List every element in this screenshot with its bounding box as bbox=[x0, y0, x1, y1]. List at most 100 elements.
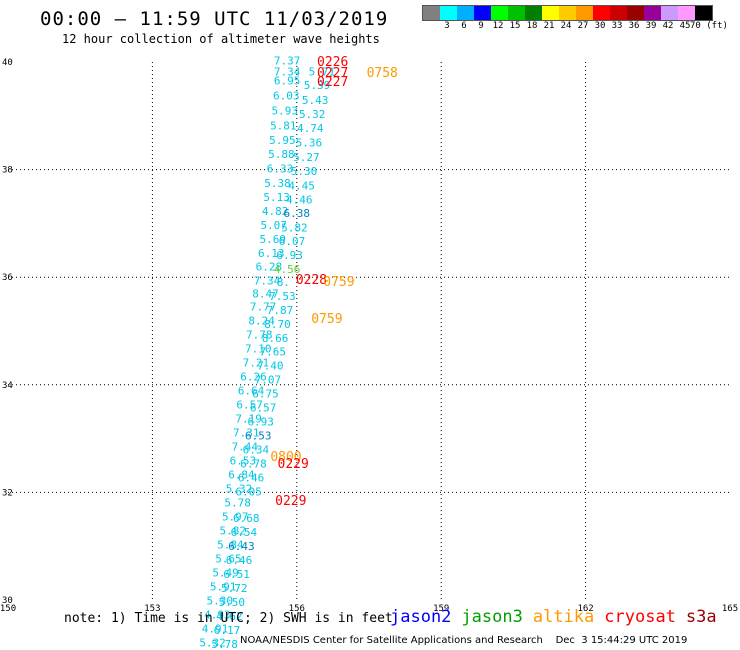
wave-height-value: 5.78 bbox=[211, 638, 238, 650]
legend-swatch bbox=[576, 6, 593, 20]
wave-height-value: 4.45 bbox=[288, 180, 315, 193]
wave-height-value: 7.19 bbox=[235, 412, 262, 425]
lon-tick-label: 159 bbox=[433, 604, 449, 614]
wave-height-value: 5.32 bbox=[226, 482, 253, 495]
wave-height-value: 6.05 bbox=[235, 486, 262, 499]
legend-label: 6 bbox=[461, 21, 467, 31]
page-title: 00:00 – 11:59 UTC 11/03/2019 bbox=[40, 8, 389, 30]
pass-time-label: 0228 bbox=[296, 273, 327, 288]
legend-swatch bbox=[542, 6, 559, 20]
wave-height-value: 6.54 bbox=[231, 526, 258, 539]
wave-height-value: 7.40 bbox=[257, 360, 284, 373]
wave-height-value: 7.31 bbox=[233, 426, 260, 439]
wave-height-value: 7.37 bbox=[274, 55, 301, 68]
legend-swatch bbox=[457, 6, 474, 20]
wave-height-value: 5.97 bbox=[222, 510, 249, 523]
wave-height-value: 5.43 bbox=[302, 94, 329, 107]
legend-swatch bbox=[661, 6, 678, 20]
wave-height-value: 6.93 bbox=[247, 416, 274, 429]
wave-height-value: 6.64 bbox=[238, 384, 265, 397]
wave-height-value: 8.24 bbox=[248, 315, 275, 328]
mission-label: altika bbox=[532, 607, 595, 627]
wave-height-value: 6.38 bbox=[284, 207, 311, 220]
lon-tick-label: 156 bbox=[289, 604, 305, 614]
legend-label: 18 bbox=[526, 21, 538, 31]
wave-height-value: 5.38 bbox=[264, 177, 291, 190]
pass-time-label: 0759 bbox=[323, 275, 354, 290]
wave-height-value: 7.77 bbox=[250, 301, 277, 314]
wave-height-value: 5.69 bbox=[259, 233, 286, 246]
legend-label: 27 bbox=[577, 21, 589, 31]
wave-height-value: 6.53 bbox=[230, 454, 257, 467]
wave-height-value: 6.53 bbox=[245, 430, 272, 443]
lat-tick-label: 36 bbox=[2, 273, 13, 283]
wave-height-value: 7.34 bbox=[274, 65, 301, 78]
legend-swatch bbox=[678, 6, 695, 20]
wave-height-value: 6.57 bbox=[250, 402, 277, 415]
wave-height-value: 5.32 bbox=[199, 636, 226, 649]
wave-height-value: 5.49 bbox=[212, 566, 239, 579]
legend-swatch bbox=[525, 6, 542, 20]
wave-height-value: 5.93 bbox=[272, 105, 299, 118]
legend-label: 33 bbox=[611, 21, 623, 31]
legend-label: 3 bbox=[444, 21, 450, 31]
legend-label: 15 bbox=[509, 21, 521, 31]
wave-height-value: 6.33 bbox=[267, 162, 294, 175]
wave-height-value: 5.84 bbox=[217, 538, 244, 551]
legend-label: 9 bbox=[478, 21, 484, 31]
wave-height-value: 5.39 bbox=[304, 79, 331, 92]
legend-swatch bbox=[491, 6, 508, 20]
wave-height-value: 6.46 bbox=[226, 554, 253, 567]
legend-label: 42 bbox=[662, 21, 674, 31]
wave-height-value: 5.72 bbox=[221, 582, 248, 595]
wave-height-value: 7.78 bbox=[246, 329, 273, 342]
wave-height-value: 5.82 bbox=[281, 221, 308, 234]
legend-label: 70 (ft) bbox=[690, 21, 728, 31]
pass-time-label: 0227 bbox=[317, 66, 348, 81]
legend-swatch bbox=[474, 6, 491, 20]
wave-height-value: 6.17 bbox=[214, 624, 241, 637]
pass-time-label: 0229 bbox=[275, 494, 306, 509]
wave-height-value: 6.46 bbox=[238, 472, 265, 485]
wave-height-value: 8. bbox=[277, 276, 290, 289]
wave-height-value: 7.07 bbox=[255, 374, 282, 387]
legend-label: 21 bbox=[543, 21, 555, 31]
legend-label: 30 bbox=[594, 21, 606, 31]
mission-label: cryosat bbox=[604, 607, 676, 627]
lat-tick-label: 30 bbox=[2, 596, 13, 606]
lon-tick-label: 162 bbox=[577, 604, 593, 614]
pass-time-label: 0759 bbox=[311, 312, 342, 327]
wave-height-value: 4.62 bbox=[216, 610, 243, 623]
wave-height-value: 6.75 bbox=[252, 388, 279, 401]
wave-height-value: 4.93 bbox=[204, 608, 231, 621]
legend-label: 45 bbox=[679, 21, 691, 31]
wave-height-value: 5.32 bbox=[299, 108, 326, 121]
pass-time-label: 0229 bbox=[278, 457, 309, 472]
wave-height-value: 4.91 bbox=[202, 622, 229, 635]
wave-height-value: 6.28 bbox=[256, 261, 283, 274]
lat-tick-label: 40 bbox=[2, 58, 13, 68]
wave-height-value: 5.27 bbox=[293, 151, 320, 164]
wave-height-value: 5.30 bbox=[291, 165, 318, 178]
wave-height-value: 6.93 bbox=[276, 249, 303, 262]
wave-height-value: 4.46 bbox=[286, 193, 313, 206]
wave-height-value: 6.07 bbox=[279, 235, 306, 248]
wave-height-value: 5.50 bbox=[219, 596, 246, 609]
legend-swatch bbox=[644, 6, 661, 20]
wave-height-value: 4.74 bbox=[297, 122, 324, 135]
wave-height-value: 7.21 bbox=[243, 357, 270, 370]
legend-label: 12 bbox=[492, 21, 504, 31]
legend-swatch bbox=[627, 6, 644, 20]
legend-swatch bbox=[593, 6, 610, 20]
wave-height-value: 5.95 bbox=[269, 134, 296, 147]
wave-height-value: 6.57 bbox=[236, 398, 263, 411]
lon-tick-label: 150 bbox=[0, 604, 16, 614]
wave-height-value: 8.70 bbox=[264, 318, 291, 331]
wave-height-value: 5.71 bbox=[309, 65, 336, 78]
wave-height-value: 7.44 bbox=[232, 440, 259, 453]
wave-height-value: 6.95 bbox=[274, 75, 301, 88]
wave-height-value: 6.51 bbox=[223, 568, 250, 581]
wave-height-value: 4.56 bbox=[274, 263, 301, 276]
lon-tick-label: 165 bbox=[722, 604, 738, 614]
wave-height-value: 7.87 bbox=[267, 304, 294, 317]
